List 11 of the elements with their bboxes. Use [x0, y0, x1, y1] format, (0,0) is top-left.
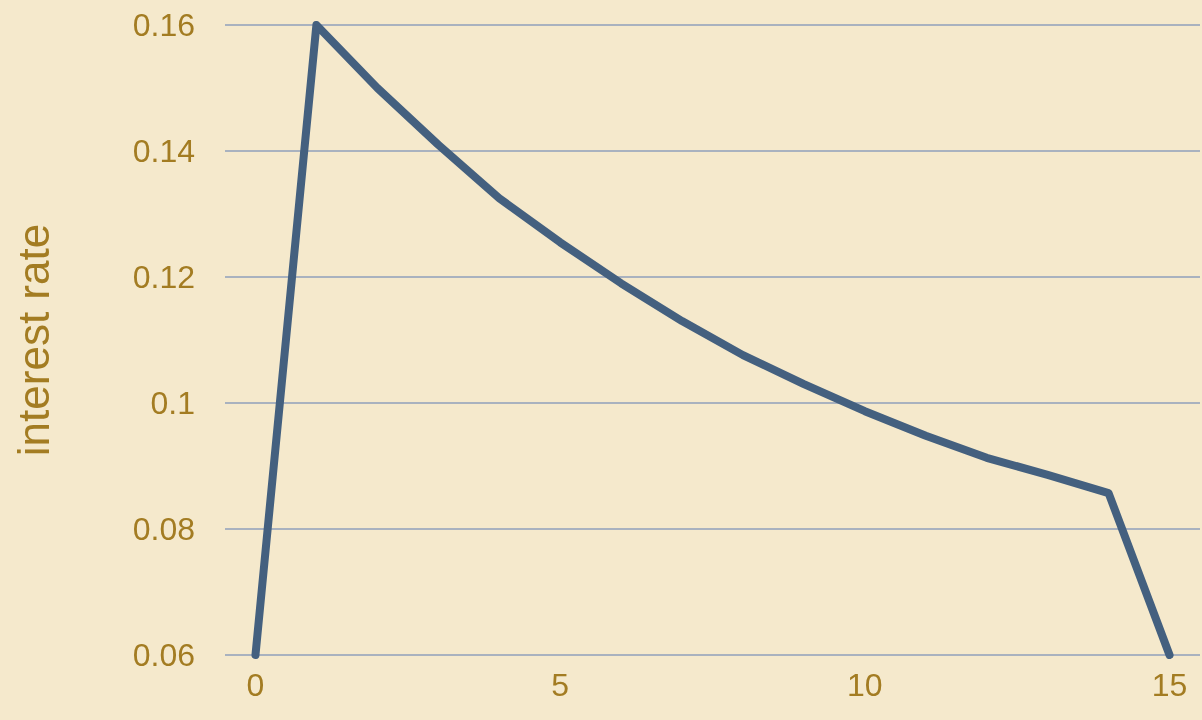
x-tick-label: 5	[551, 667, 570, 703]
y-tick-label: 0.14	[132, 133, 195, 169]
x-tick-label: 15	[1151, 667, 1188, 703]
y-tick-label: 0.12	[132, 259, 195, 295]
x-tick-label: 0	[246, 667, 265, 703]
y-tick-label: 0.16	[132, 7, 195, 43]
y-tick-label: 0.08	[132, 511, 195, 547]
y-tick-label: 0.1	[150, 385, 195, 421]
x-tick-label: 10	[847, 667, 883, 703]
y-tick-label: 0.06	[132, 637, 195, 673]
y-axis-title: interest rate	[8, 223, 58, 457]
